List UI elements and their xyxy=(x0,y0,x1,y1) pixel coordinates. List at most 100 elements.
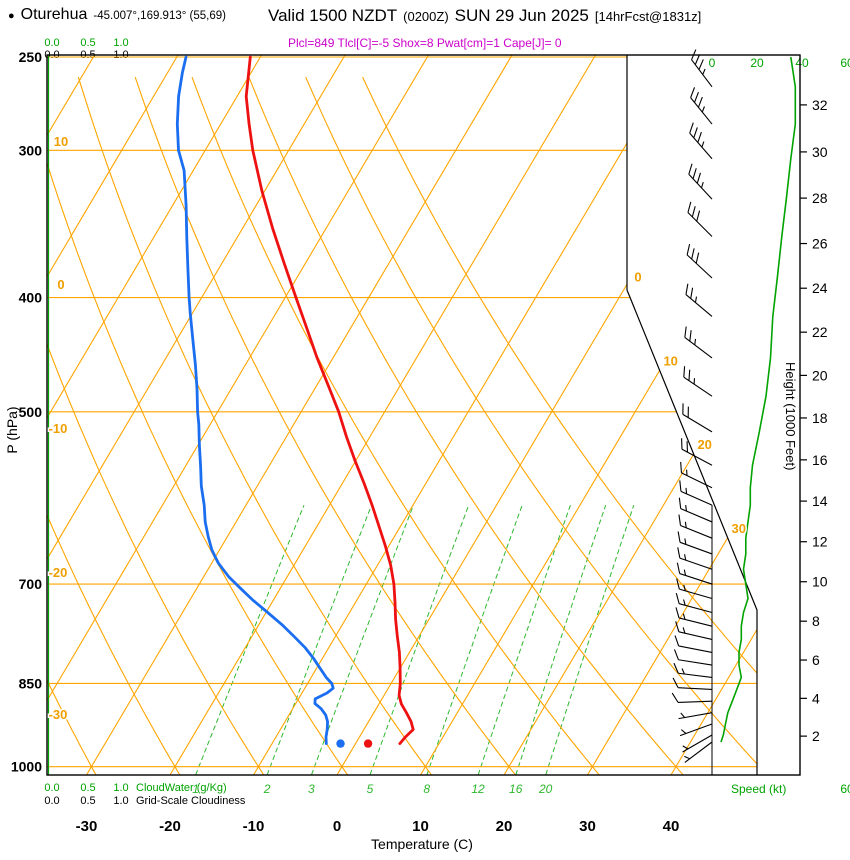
barb-full xyxy=(688,369,691,381)
barb-staff xyxy=(679,557,713,570)
barb-full xyxy=(697,96,703,108)
barb-staff xyxy=(678,687,713,690)
height-tick-label: 28 xyxy=(812,190,828,206)
wind-barb xyxy=(679,480,713,506)
isotherm-line xyxy=(47,55,179,775)
adiabat-label: -20 xyxy=(49,565,68,580)
mixing-ratio-label: 8 xyxy=(423,782,430,796)
isotherm-label: 0 xyxy=(634,270,641,285)
barb-half xyxy=(694,338,697,345)
barb-staff xyxy=(688,173,713,200)
barb-full xyxy=(698,59,704,70)
cloudwater-legend: CloudWater (g/Kg) xyxy=(136,782,227,794)
temp-tick-label: 40 xyxy=(663,818,680,835)
barb-staff xyxy=(678,617,713,627)
wind-barb xyxy=(687,201,713,237)
height-axis-title: Height (1000 Feet) xyxy=(783,362,798,470)
dry-adiabat-line xyxy=(47,76,97,775)
adiabat-label: 0 xyxy=(57,277,64,292)
height-tick-label: 12 xyxy=(812,534,828,550)
barb-full xyxy=(673,662,679,674)
barb-full xyxy=(677,531,681,543)
barb-staff xyxy=(679,573,713,585)
isotherm-label: 10 xyxy=(663,353,677,368)
barb-full xyxy=(692,168,697,179)
barb-full xyxy=(691,49,697,60)
mixing-ratio-line xyxy=(477,505,571,775)
barb-full xyxy=(683,366,686,378)
speed-scale-0: 0 xyxy=(708,56,716,70)
wind-barb xyxy=(681,438,713,466)
stability-indices: Plcl=849 Tlcl[C]=-5 Shox=8 Pwat[cm]=1 Ca… xyxy=(288,36,562,50)
barb-staff xyxy=(687,212,713,237)
barb-full xyxy=(678,497,682,509)
station-header: ● Oturehua -45.007°,169.913° (55,69) xyxy=(8,6,226,24)
valid-time: Valid 1500 NZDT xyxy=(268,6,398,25)
height-tick-label: 8 xyxy=(812,613,820,629)
barb-half xyxy=(680,712,686,718)
isotherm-line xyxy=(587,55,757,775)
temp-tick-label: -10 xyxy=(243,818,265,835)
wind-barb xyxy=(688,163,713,200)
valid-time-zulu: (0200Z) xyxy=(403,9,449,24)
wind-barb xyxy=(683,366,713,397)
surface-temp-marker xyxy=(363,739,373,748)
barb-half xyxy=(682,613,686,620)
barb-half xyxy=(682,627,686,634)
wind-barb xyxy=(678,514,713,539)
barb-full xyxy=(675,621,680,632)
wind-barb xyxy=(682,734,713,753)
cloudwater-scale-bottom-0: 0.0 xyxy=(44,782,60,794)
mixing-ratio-line xyxy=(426,505,523,775)
isotherm-line xyxy=(253,55,680,775)
wind-barb xyxy=(680,461,713,489)
plot-frame xyxy=(46,54,801,776)
forecast-tag: [14hrFcst@1831z] xyxy=(594,9,702,24)
mixing-ratio-label: 16 xyxy=(509,782,523,796)
pressure-tick-label: 500 xyxy=(19,404,43,420)
barb-half xyxy=(684,554,687,561)
mixing-ratio-line xyxy=(311,505,414,775)
wind-barb xyxy=(690,87,713,125)
pressure-tick-label: 400 xyxy=(19,290,43,306)
barb-staff xyxy=(678,672,713,678)
thermo-boundary-line xyxy=(626,55,758,775)
temp-tick-label: 0 xyxy=(333,818,341,835)
valid-time-header: Valid 1500 NZDT (0200Z) SUN 29 Jun 2025 … xyxy=(268,6,701,26)
cloudiness-scale-bottom-1: 1.0 xyxy=(113,795,129,807)
barb-full xyxy=(679,480,682,492)
barb-staff xyxy=(689,132,713,160)
barb-staff xyxy=(682,734,713,753)
speed-scale-40: 40 xyxy=(795,56,809,70)
cloudwater-scale-05: 0.5 xyxy=(80,37,96,49)
barb-full xyxy=(687,201,692,213)
mixing-ratio-line xyxy=(369,505,470,775)
barb-full xyxy=(672,677,679,688)
barb-half xyxy=(684,538,687,545)
wind-barb xyxy=(685,283,713,317)
height-tick-label: 10 xyxy=(812,574,828,590)
cloudwater-scale-bottom-1: 1.0 xyxy=(113,782,129,794)
barb-full xyxy=(696,210,701,222)
barb-half xyxy=(682,745,689,750)
mixing-ratio-label: 5 xyxy=(367,782,374,796)
wind-barb xyxy=(676,578,713,600)
station-coordinates: -45.007°,169.913° (55,69) xyxy=(93,10,226,22)
barb-half xyxy=(683,584,686,591)
barb-full xyxy=(694,54,701,65)
temp-axis-title: Temperature (C) xyxy=(371,836,473,852)
wind-barb xyxy=(682,403,713,433)
barb-staff xyxy=(683,376,713,397)
barb-half xyxy=(685,487,688,494)
speed-axis-legend: Speed (kt) xyxy=(731,782,787,796)
dry-adiabat-line xyxy=(191,76,600,775)
mixing-ratio-line xyxy=(545,505,635,775)
barb-staff xyxy=(680,490,713,506)
barb-half xyxy=(684,521,687,528)
barb-full xyxy=(676,562,681,574)
height-tick-label: 16 xyxy=(812,452,828,468)
barb-staff xyxy=(684,336,713,359)
height-tick-label: 32 xyxy=(812,97,828,113)
